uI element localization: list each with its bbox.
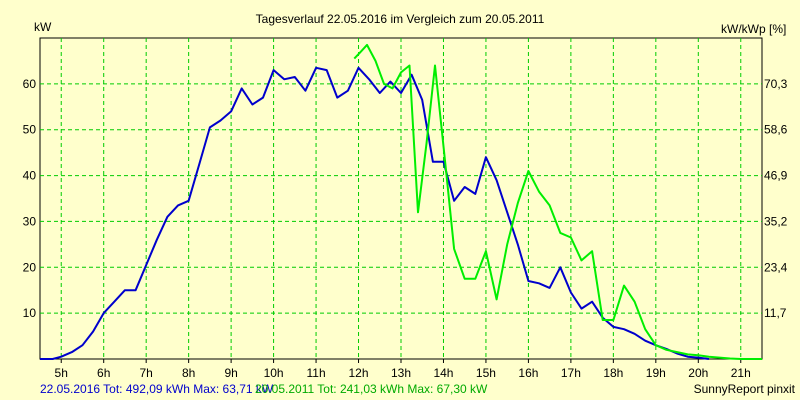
right-axis-unit: kW/kWp [%] [721,22,786,36]
y-tick-label-right: 70,3 [764,77,788,91]
x-tick-label: 9h [224,366,237,380]
y-tick-label-right: 11,7 [764,306,787,320]
x-tick-label: 6h [97,366,110,380]
chart-title: Tagesverlauf 22.05.2016 im Vergleich zum… [256,12,545,26]
plot-area [39,37,763,360]
x-tick-label: 13h [391,366,411,380]
y-tick-label-right: 23,4 [764,260,788,274]
y-tick-label-left: 60 [23,77,37,91]
y-ticks-left: 10 20 30 40 50 60 [23,77,37,320]
x-tick-label: 18h [603,366,623,380]
x-tick-label: 17h [561,366,581,380]
x-tick-label: 20h [688,366,708,380]
x-tick-label: 7h [139,366,152,380]
y-tick-label-left: 50 [23,123,37,137]
x-tick-label: 14h [433,366,453,380]
x-tick-label: 10h [264,366,284,380]
y-tick-label-right: 58,6 [764,123,788,137]
series-group [40,43,762,360]
y-tick-label-right: 35,2 [764,214,788,228]
y-tick-label-left: 20 [23,260,37,274]
y-ticks-right: 11,7 23,4 35,2 46,9 58,6 70,3 [764,77,788,320]
footer-green-text: 20.05.2011 Tot: 241,03 kWh Max: 67,30 kW [255,382,488,396]
grid [40,38,762,359]
footer-right-text: SunnyReport pinxit [694,382,796,396]
footer-blue-text: 22.05.2016 Tot: 492,09 kWh Max: 63,71 kW [40,382,274,396]
y-tick-label-left: 30 [23,214,37,228]
y-tick-label-left: 40 [23,169,37,183]
x-tick-label: 16h [518,366,538,380]
series-line-2016 [40,66,710,360]
x-tick-label: 15h [476,366,496,380]
x-tick-label: 5h [55,366,68,380]
x-tick-label: 8h [182,366,195,380]
x-tick-label: 19h [646,366,666,380]
x-tick-label: 11h [306,366,325,380]
x-tick-label: 12h [349,366,369,380]
x-tick-label: 21h [731,366,751,380]
left-axis-unit: kW [34,20,52,34]
series-line-2011 [353,43,762,360]
y-tick-label-right: 46,9 [764,169,788,183]
x-ticks: 5h 6h 7h 8h 9h 10h 11h 12h 13h 14h 15h 16h 17h 18h 19h… [55,359,751,380]
y-tick-label-left: 10 [23,306,37,320]
